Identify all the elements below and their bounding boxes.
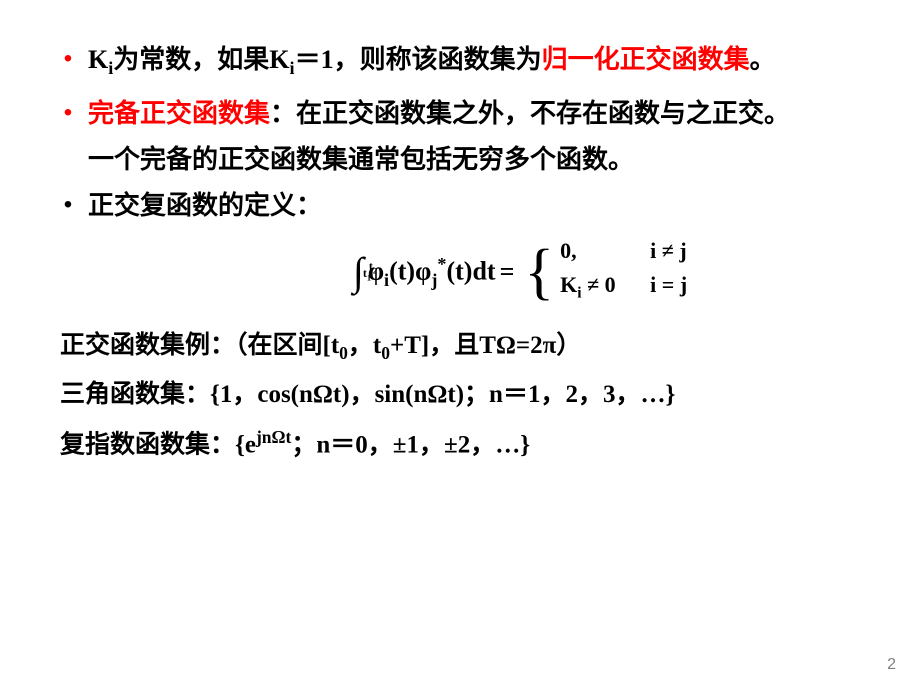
bullet-marker-icon: • — [60, 186, 76, 226]
bullet-marker-icon: • — [60, 94, 76, 134]
bullet-1-term: 归一化正交函数集 — [542, 45, 750, 74]
equation-integrand: φi(t)φj*(t)dt — [368, 254, 496, 291]
arg-close: (t)dt — [446, 257, 495, 286]
page-number: 2 — [887, 656, 896, 674]
bullet-1: • Ki为常数，如果Ki＝1，则称该函数集为归一化正交函数集。 — [60, 40, 860, 88]
l1-a: 正交函数集例：（在区间[t — [60, 332, 339, 359]
bullet-3-text: 正交复函数的定义： — [88, 186, 860, 226]
l3-b: ；n＝0，±1，±2，…} — [291, 431, 530, 458]
case2-k: K — [560, 272, 577, 297]
slide: • Ki为常数，如果Ki＝1，则称该函数集为归一化正交函数集。 • 完备正交函数… — [0, 0, 920, 690]
phi-j: φ — [415, 257, 431, 286]
bullet-1-text: Ki为常数，如果Ki＝1，则称该函数集为归一化正交函数集。 — [88, 40, 860, 88]
integral-icon: ∫ t2 t1 — [353, 252, 364, 292]
bullet-2: • 完备正交函数集：在正交函数集之外，不存在函数与之正交。 — [60, 94, 860, 134]
int-lower-sub: 1 — [367, 273, 371, 282]
examples-block: 正交函数集例：（在区间[t0，t0+T]，且TΩ=2π） 三角函数集：{1，co… — [60, 325, 860, 466]
brace-icon: { — [524, 241, 554, 303]
arg-open-1: (t) — [389, 257, 415, 286]
example-line-2: 三角函数集：{1，cos(nΩt)，sin(nΩt)；n＝1，2，3，…} — [60, 374, 860, 416]
int-upper-sub: 2 — [373, 267, 377, 276]
l1-sub1: 0 — [339, 343, 348, 363]
l3-sup: jnΩt — [256, 427, 291, 447]
bullet-2-text: 完备正交函数集：在正交函数集之外，不存在函数与之正交。 — [88, 94, 860, 134]
example-line-1: 正交函数集例：（在区间[t0，t0+T]，且TΩ=2π） — [60, 325, 860, 374]
equation-block: ∫ t2 t1 φi(t)φj*(t)dt = { 0, i ≠ j Ki ≠ … — [180, 234, 860, 310]
equation-integral: ∫ t2 t1 — [353, 252, 364, 292]
l3-a: 复指数函数集：{e — [60, 431, 256, 458]
equation-cases: 0, i ≠ j Ki ≠ 0 i = j — [560, 234, 687, 310]
bullet-marker-icon: • — [60, 40, 76, 88]
equation-equals: = — [500, 257, 515, 287]
l1-c: +T]，且TΩ=2π） — [390, 332, 581, 359]
case1-right: i ≠ j — [650, 234, 687, 268]
example-line-3: 复指数函数集：{ejnΩt；n＝0，±1，±2，…} — [60, 416, 860, 466]
case2-right: i = j — [650, 268, 687, 310]
case2-left: Ki ≠ 0 — [560, 268, 650, 310]
l1-b: ，t — [348, 332, 381, 359]
bullet-2-line2: 一个完备的正交函数集通常包括无穷多个函数。 — [88, 140, 860, 180]
bullet-1-end: 。 — [750, 45, 776, 74]
bullet-1-seg3: ＝1，则称该函数集为 — [295, 45, 542, 74]
bullet-2-term: 完备正交函数集 — [88, 99, 270, 128]
bullet-3: • 正交复函数的定义： — [60, 186, 860, 226]
l1-sub2: 0 — [381, 343, 390, 363]
case1-left: 0, — [560, 234, 650, 268]
case2-rest: ≠ 0 — [582, 272, 616, 297]
bullet-2-rest: 在正交函数集之外，不存在函数与之正交。 — [296, 99, 790, 128]
bullet-1-seg1: K — [88, 45, 108, 74]
bullet-1-seg2: 为常数，如果K — [113, 45, 289, 74]
bullet-2-colon: ： — [270, 99, 296, 128]
